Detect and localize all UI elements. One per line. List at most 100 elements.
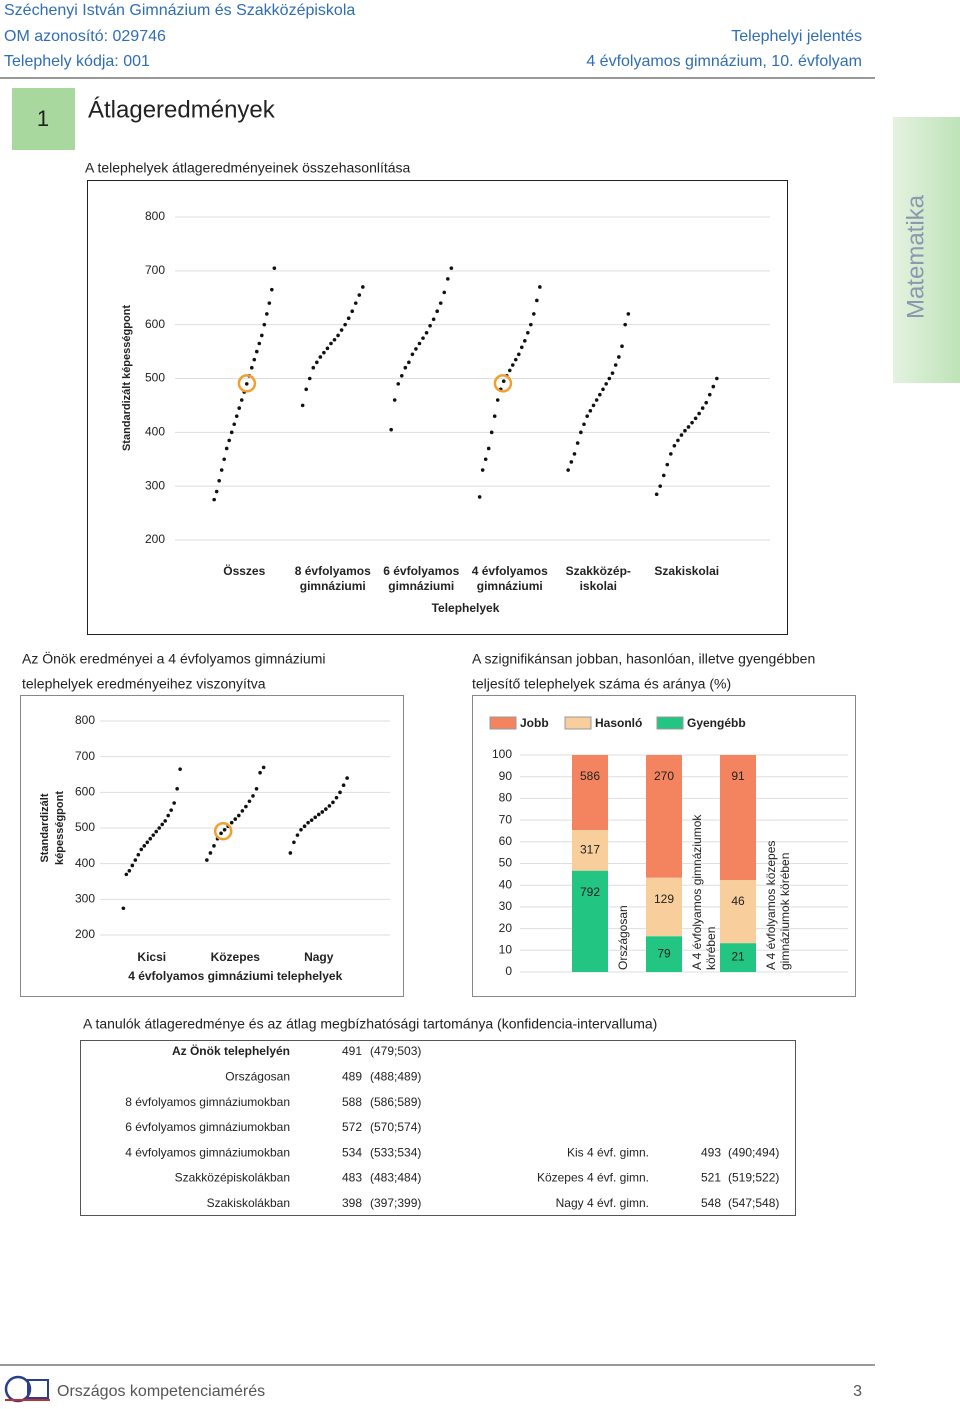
- highlight-marker: [213, 821, 233, 841]
- dot: [658, 484, 662, 488]
- dot: [566, 468, 570, 472]
- dot: [711, 384, 716, 389]
- dot: [697, 411, 701, 416]
- dot: [229, 820, 234, 825]
- dot: [139, 847, 144, 852]
- logo: [4, 1375, 50, 1403]
- y-tick-label: 600: [75, 785, 95, 799]
- dot: [446, 277, 450, 281]
- dot: [329, 341, 333, 346]
- y-tick-label: 70: [499, 812, 513, 826]
- dot: [151, 833, 156, 837]
- row-mean: 521: [701, 1171, 721, 1185]
- dot: [582, 422, 586, 427]
- table-title: A tanulók átlageredménye és az átlag meg…: [83, 1016, 657, 1032]
- dot: [569, 460, 574, 464]
- dot: [244, 804, 248, 809]
- dot: [232, 422, 237, 427]
- dot: [270, 287, 274, 292]
- highlight-marker: [237, 374, 257, 393]
- dot: [254, 349, 259, 354]
- dot: [715, 376, 719, 381]
- dot: [396, 382, 401, 386]
- dot: [208, 851, 213, 855]
- bar-segment: [720, 755, 756, 880]
- dot: [538, 285, 542, 289]
- school-name: Széchenyi István Gimnázium és Szakközépi…: [4, 2, 355, 19]
- report-type: Telephelyi jelentés: [731, 28, 862, 45]
- dot: [261, 765, 266, 770]
- y-tick-label: 300: [75, 892, 95, 906]
- x-tick-label: körében: [704, 927, 718, 970]
- dot: [339, 328, 344, 332]
- dot: [601, 387, 605, 392]
- dot: [610, 371, 615, 375]
- dot: [489, 430, 494, 435]
- dot: [346, 316, 351, 321]
- dot: [693, 416, 698, 421]
- dot: [492, 414, 497, 418]
- x-tick-label: iskolai: [580, 579, 617, 593]
- dot: [495, 398, 500, 402]
- dot: [267, 301, 272, 305]
- dot: [690, 420, 694, 425]
- dot: [526, 330, 530, 335]
- dot: [661, 473, 666, 478]
- caption: telephelyek eredményeihez viszonyítva: [22, 676, 266, 692]
- dot: [234, 414, 239, 418]
- dot: [205, 858, 209, 862]
- dot: [222, 457, 226, 462]
- dot: [449, 266, 454, 270]
- x-tick-label: Nagy: [304, 950, 334, 964]
- y-axis-title: Standardizált: [39, 793, 51, 862]
- dot: [227, 438, 232, 443]
- row-label: 4 évfolyamos gimnáziumokban: [125, 1145, 290, 1159]
- row-mean: 548: [701, 1196, 721, 1210]
- row-mean: 398: [342, 1196, 362, 1210]
- site-code: Telephely kódja: 001: [4, 53, 150, 70]
- dot: [175, 786, 179, 791]
- dot: [345, 776, 349, 780]
- dot: [327, 804, 332, 808]
- dot: [124, 872, 129, 877]
- legend-label: Gyengébb: [687, 716, 746, 730]
- dot: [219, 468, 224, 472]
- chart-frame: [20, 695, 404, 997]
- row-interval: (479;503): [370, 1044, 421, 1058]
- dot: [257, 341, 262, 346]
- dot: [483, 457, 488, 462]
- dot: [233, 817, 238, 821]
- dot: [669, 452, 673, 456]
- dot: [318, 355, 323, 359]
- dot: [332, 337, 337, 342]
- y-tick-label: 20: [499, 921, 513, 935]
- y-tick-label: 500: [145, 371, 165, 385]
- y-tick-label: 60: [499, 834, 513, 848]
- row-interval: (490;494): [728, 1145, 779, 1159]
- dot: [414, 347, 418, 351]
- highlight-marker: [493, 374, 513, 393]
- dot: [154, 829, 159, 834]
- row-label: Szakközépiskolákban: [175, 1171, 290, 1185]
- dot: [431, 317, 436, 322]
- dot: [316, 812, 321, 817]
- dot: [247, 799, 252, 804]
- dot: [341, 783, 346, 787]
- dot: [361, 285, 365, 289]
- value-label: 792: [580, 885, 600, 899]
- y-tick-label: 700: [145, 263, 165, 277]
- dot: [311, 365, 316, 370]
- dot: [229, 430, 234, 435]
- dot: [417, 341, 422, 346]
- dot: [707, 392, 712, 397]
- dot: [617, 355, 621, 359]
- dot: [288, 851, 293, 855]
- dot: [529, 322, 533, 327]
- dot: [477, 495, 482, 499]
- dot: [513, 357, 518, 362]
- dot: [510, 363, 515, 367]
- dot: [435, 309, 439, 314]
- dot: [325, 346, 330, 351]
- dot: [224, 446, 229, 451]
- x-tick-label: gimnáziumi: [477, 579, 543, 593]
